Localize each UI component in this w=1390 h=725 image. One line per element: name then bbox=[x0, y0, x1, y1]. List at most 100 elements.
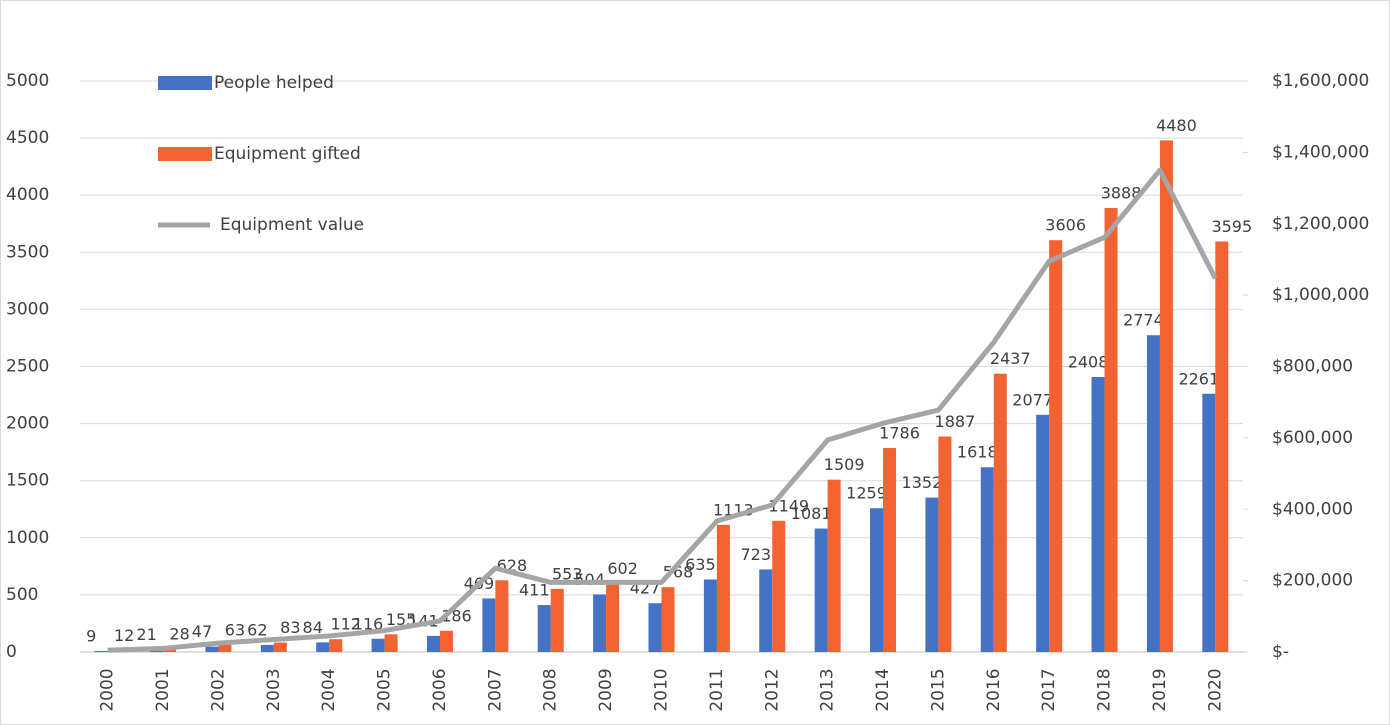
bar bbox=[661, 587, 675, 652]
y-tick-label: 500 bbox=[6, 585, 38, 605]
bar bbox=[205, 646, 219, 652]
bar bbox=[814, 528, 828, 652]
data-label: 1259 bbox=[846, 484, 887, 503]
y2-tick-label: $1,400,000 bbox=[1272, 142, 1369, 162]
data-label: 2437 bbox=[990, 349, 1031, 368]
y-tick-label: 2500 bbox=[6, 357, 49, 377]
legend-swatch bbox=[158, 76, 212, 90]
data-label: 1352 bbox=[902, 473, 943, 492]
data-label: 1081 bbox=[791, 504, 832, 523]
bar bbox=[273, 642, 287, 652]
bar bbox=[1091, 377, 1105, 652]
data-label: 411 bbox=[519, 581, 550, 600]
bar bbox=[439, 630, 453, 652]
bar bbox=[716, 524, 730, 652]
data-label: 112 bbox=[330, 615, 361, 634]
y-tick-label: 5000 bbox=[6, 71, 49, 91]
bar bbox=[938, 436, 952, 652]
legend-label: Equipment value bbox=[220, 215, 364, 235]
data-label: 28 bbox=[169, 624, 189, 643]
bar bbox=[1104, 207, 1118, 652]
bar bbox=[329, 639, 343, 652]
data-label: 84 bbox=[303, 618, 323, 637]
y-tick-label: 0 bbox=[6, 642, 17, 662]
y-tick-label: 1500 bbox=[6, 471, 49, 491]
bar bbox=[550, 588, 564, 652]
legend-label: People helped bbox=[214, 73, 334, 93]
x-tick-label: 2010 bbox=[652, 668, 672, 711]
x-tick-label: 2012 bbox=[762, 668, 782, 711]
bar bbox=[316, 642, 330, 652]
data-label: 553 bbox=[552, 564, 583, 583]
x-tick-label: 2006 bbox=[430, 668, 450, 711]
bar bbox=[482, 598, 496, 652]
bar bbox=[218, 644, 232, 652]
x-tick-label: 2002 bbox=[208, 668, 228, 711]
bar bbox=[980, 467, 994, 652]
bar bbox=[94, 650, 108, 652]
data-label: 3888 bbox=[1101, 183, 1142, 202]
y2-tick-label: $1,000,000 bbox=[1272, 285, 1369, 305]
x-tick-label: 2018 bbox=[1095, 668, 1115, 711]
data-label: 635 bbox=[685, 555, 716, 574]
data-label: 62 bbox=[247, 620, 267, 639]
data-label: 4480 bbox=[1156, 116, 1197, 135]
data-label: 47 bbox=[192, 622, 212, 641]
y-tick-label: 3000 bbox=[6, 299, 49, 319]
bar bbox=[759, 569, 773, 652]
bar bbox=[1159, 140, 1173, 652]
x-tick-label: 2009 bbox=[596, 668, 616, 711]
x-tick-label: 2008 bbox=[541, 668, 561, 711]
line bbox=[107, 167, 1218, 653]
data-label: 12 bbox=[114, 626, 134, 645]
x-tick-label: 2004 bbox=[319, 668, 339, 711]
x-tick-label: 2015 bbox=[928, 668, 948, 711]
y-tick-label: 4000 bbox=[6, 185, 49, 205]
data-label: 723 bbox=[740, 545, 771, 564]
y2-tick-label: $1,200,000 bbox=[1272, 214, 1369, 234]
y-tick-label: 3500 bbox=[6, 242, 49, 262]
y2-tick-label: $1,600,000 bbox=[1272, 71, 1369, 91]
bar bbox=[495, 580, 509, 652]
data-label: 2077 bbox=[1012, 390, 1053, 409]
bar bbox=[827, 479, 841, 652]
y2-tick-label: $200,000 bbox=[1272, 571, 1353, 591]
bar bbox=[1146, 335, 1160, 652]
bar bbox=[163, 648, 177, 652]
y-tick-label: 4500 bbox=[6, 128, 49, 148]
bar bbox=[260, 644, 274, 652]
x-tick-label: 2001 bbox=[153, 668, 173, 711]
data-label: 83 bbox=[280, 618, 300, 637]
data-label: 9 bbox=[86, 626, 96, 645]
x-tick-label: 2005 bbox=[375, 668, 395, 711]
data-label: 3595 bbox=[1211, 217, 1252, 236]
bar bbox=[883, 448, 897, 652]
bar bbox=[537, 605, 551, 652]
bar bbox=[925, 497, 939, 652]
data-label: 1887 bbox=[935, 412, 976, 431]
y-tick-label: 1000 bbox=[6, 528, 49, 548]
bar bbox=[384, 634, 398, 652]
data-label: 116 bbox=[353, 614, 384, 633]
y2-tick-label: $- bbox=[1272, 642, 1289, 662]
y2-tick-label: $600,000 bbox=[1272, 428, 1353, 448]
bar bbox=[371, 638, 385, 652]
bar bbox=[772, 520, 786, 652]
data-label: 602 bbox=[607, 559, 638, 578]
legend-swatch bbox=[158, 147, 212, 161]
x-tick-label: 2013 bbox=[818, 668, 838, 711]
x-tick-label: 2007 bbox=[485, 668, 505, 711]
bar bbox=[593, 594, 607, 652]
bar bbox=[870, 508, 884, 652]
x-tick-label: 2020 bbox=[1205, 668, 1225, 711]
x-tick-label: 2011 bbox=[707, 668, 727, 711]
data-label: 504 bbox=[574, 570, 605, 589]
bar bbox=[1036, 414, 1050, 652]
bar bbox=[606, 583, 620, 652]
bar bbox=[648, 603, 662, 652]
data-label: 2774 bbox=[1123, 311, 1164, 330]
x-tick-label: 2016 bbox=[984, 668, 1004, 711]
data-label: 21 bbox=[136, 625, 156, 644]
bar bbox=[1049, 240, 1063, 652]
